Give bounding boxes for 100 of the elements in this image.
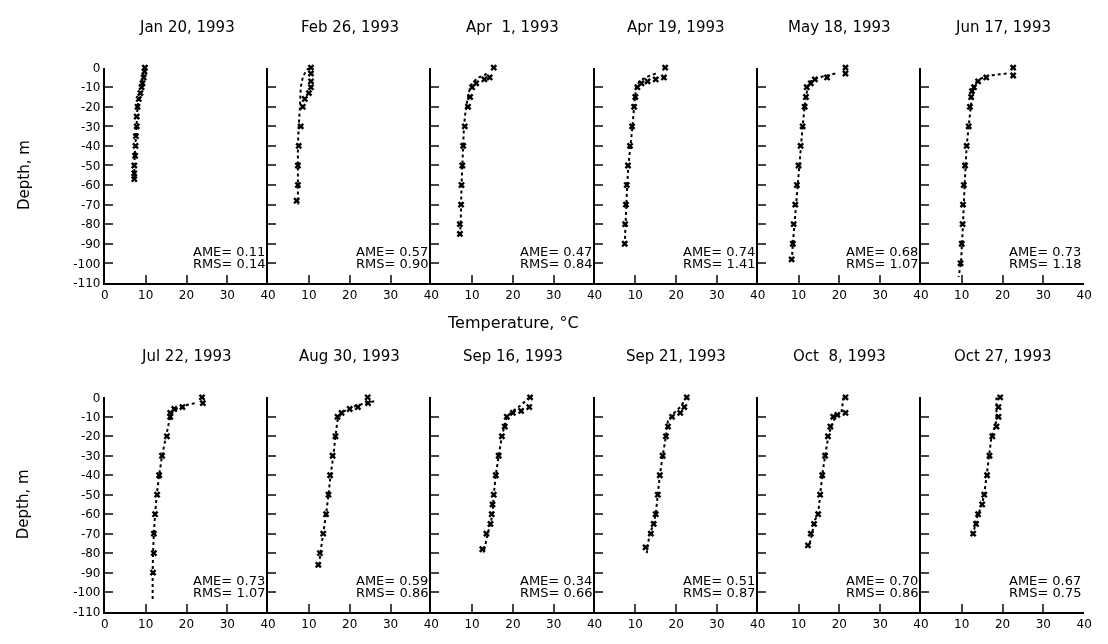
point (458, 181, 465, 189)
point (959, 201, 967, 209)
x-tick-label: 10 (627, 288, 643, 303)
annotation: RMS= 1.07 (846, 256, 919, 271)
point (364, 393, 372, 401)
x-tick-label: 40 (1076, 616, 1092, 631)
chart-title: Jul 22, 1993 (141, 347, 232, 365)
point (495, 452, 503, 460)
chart-title: Aug 30, 1993 (299, 347, 400, 365)
x-tick-label: 20 (831, 288, 847, 303)
x-tick-label: 40 (750, 288, 766, 303)
point (996, 393, 1004, 401)
point (198, 393, 206, 401)
point (307, 64, 315, 72)
annotation: AME= 0.74 (683, 244, 756, 259)
point (307, 77, 315, 85)
point (334, 413, 341, 421)
y-tick-label: -90 (80, 236, 101, 251)
y-tick-label: -40 (80, 139, 101, 154)
point (199, 399, 207, 407)
y-axis-title: Depth, m (14, 140, 33, 211)
x-tick-label: 30 (709, 288, 725, 303)
y-tick-label: 0 (92, 390, 101, 405)
point (525, 403, 533, 411)
annotation: RMS= 0.86 (356, 585, 429, 600)
x-tick-label: 20 (505, 616, 521, 631)
x-tick-label: 20 (505, 288, 521, 303)
annotation: RMS= 0.87 (683, 585, 756, 600)
point (631, 93, 639, 101)
x-tick-label: 40 (586, 288, 603, 303)
point (179, 403, 186, 411)
point (683, 393, 691, 401)
point (301, 95, 309, 103)
y-tick-label: -10 (80, 410, 101, 425)
x-tick-label: 10 (301, 288, 317, 303)
x-tick-label: 20 (342, 288, 358, 303)
y-tick-label: -30 (80, 119, 101, 134)
chart-title: May 18, 1993 (788, 18, 891, 36)
x-tick-label: 30 (1035, 288, 1052, 303)
point (299, 103, 307, 111)
point (307, 83, 315, 91)
point (789, 240, 797, 248)
y-tick-label: -30 (80, 448, 101, 463)
point (305, 89, 313, 97)
chart-title: Apr 1, 1993 (466, 18, 559, 36)
annotation: AME= 0.73 (193, 573, 266, 588)
chart-title: Oct 8, 1993 (793, 347, 886, 365)
annotation: RMS= 1.41 (683, 256, 756, 271)
annotation: AME= 0.57 (356, 244, 429, 259)
point (150, 530, 158, 538)
y-tick-label: -100 (73, 585, 101, 600)
x-tick-label: 10 (954, 288, 970, 303)
y-tick-label: -70 (80, 197, 101, 212)
point (654, 491, 662, 499)
point (958, 240, 966, 248)
point (480, 75, 488, 83)
annotation: RMS= 0.14 (193, 256, 266, 271)
point (486, 74, 494, 81)
annotation: AME= 0.68 (846, 244, 919, 259)
x-tick-label: 40 (913, 288, 929, 303)
point (131, 152, 139, 160)
x-tick-label: 30 (709, 616, 725, 631)
annotation: RMS= 1.07 (193, 585, 266, 600)
point (517, 407, 525, 415)
y-tick-label: -100 (73, 256, 101, 271)
y-tick-label: -40 (80, 468, 101, 483)
x-axis-title: Temperature, °C (447, 313, 579, 332)
point (680, 403, 688, 411)
y-tick-label: -60 (80, 178, 101, 193)
point (818, 471, 826, 479)
point (297, 122, 305, 130)
y-axis-title: Depth, m (14, 469, 33, 540)
point (132, 142, 139, 150)
chart-title: Oct 27, 1993 (954, 347, 1052, 365)
x-tick-label: 40 (750, 616, 766, 631)
x-tick-label: 20 (994, 616, 1011, 631)
y-tick-label: -50 (80, 158, 101, 173)
point (624, 162, 632, 169)
annotation: AME= 0.51 (683, 573, 756, 588)
annotation: RMS= 0.90 (356, 256, 429, 271)
x-tick-label: 40 (260, 288, 276, 303)
y-tick-label: -50 (80, 487, 101, 502)
x-tick-label: 20 (342, 616, 358, 631)
y-tick-label: -80 (80, 217, 101, 232)
x-tick-label: 40 (423, 616, 439, 631)
x-tick-label: 30 (219, 288, 235, 303)
annotation: AME= 0.47 (520, 244, 593, 259)
y-tick-label: -110 (73, 604, 101, 619)
y-tick-label: 0 (92, 60, 101, 75)
chart-title: Sep 21, 1993 (626, 347, 726, 365)
point (662, 432, 670, 440)
point (133, 122, 141, 130)
x-tick-label: 10 (464, 288, 480, 303)
chart-title: Sep 16, 1993 (463, 347, 563, 365)
point (489, 501, 496, 508)
annotation: RMS= 0.66 (520, 585, 593, 600)
annotation: AME= 0.59 (356, 573, 429, 588)
x-tick-label: 10 (138, 288, 154, 303)
point (823, 74, 831, 81)
chart-title: Jun 17, 1993 (955, 18, 1052, 36)
